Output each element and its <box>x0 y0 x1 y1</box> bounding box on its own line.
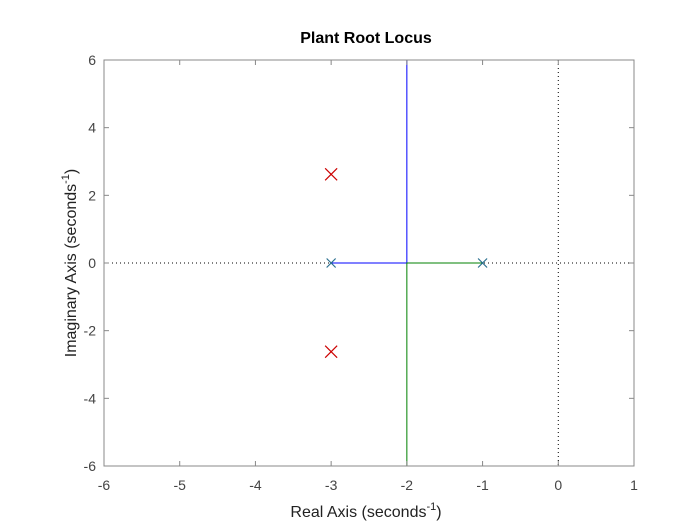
closed-loop-pole-marker-2-stroke-b <box>324 345 338 359</box>
y-tick-label: -4 <box>84 390 97 406</box>
locus-branches <box>331 60 483 466</box>
plant-pole-marker-2-stroke-b <box>477 258 488 268</box>
plant-pole-marker-1-stroke-b <box>326 258 337 268</box>
closed-loop-pole-marker-2 <box>324 345 338 359</box>
x-tick-labels: -6 -5 -4 -3 -2 -1 0 1 <box>98 477 638 493</box>
x-tick-label: -6 <box>98 477 111 493</box>
y-tick-label: 2 <box>88 187 96 203</box>
plant-pole-marker-2 <box>477 258 488 268</box>
y-tick-labels: -6 -4 -2 0 2 4 6 <box>84 52 97 474</box>
y-tick-label: -2 <box>84 323 97 339</box>
x-axis-label: Real Axis (seconds-1) <box>290 501 441 521</box>
y-axis-label-sup: -1 <box>60 174 72 184</box>
y-tick-label: 6 <box>88 52 96 68</box>
y-axis-label-suffix: ) <box>63 169 80 174</box>
x-tick-label: -5 <box>173 477 186 493</box>
closed-loop-pole-marker-1-stroke-b <box>324 167 338 181</box>
y-axis-label-prefix: Imaginary Axis (seconds <box>63 184 80 357</box>
x-tick-label: 0 <box>554 477 562 493</box>
x-axis-label-suffix: ) <box>436 504 441 521</box>
x-tick-label: -2 <box>401 477 414 493</box>
locus-branch-2 <box>406 262 483 466</box>
y-tick-label: -6 <box>84 458 97 474</box>
chart-title: Plant Root Locus <box>300 30 432 47</box>
x-tick-label: 1 <box>630 477 638 493</box>
x-axis-label-sup: -1 <box>426 501 436 513</box>
x-tick-label: -3 <box>325 477 338 493</box>
plant-pole-marker-1 <box>326 258 337 268</box>
x-axis-label-prefix: Real Axis (seconds <box>290 504 426 521</box>
x-tick-label: -4 <box>249 477 262 493</box>
closed-loop-pole-marker-1 <box>324 167 338 181</box>
tick-marks <box>103 59 635 467</box>
y-axis-label: Imaginary Axis (seconds-1) <box>60 169 80 358</box>
y-tick-label: 4 <box>88 120 96 136</box>
y-tick-label: 0 <box>88 255 96 271</box>
x-tick-label: -1 <box>476 477 489 493</box>
pole-markers <box>324 167 488 359</box>
